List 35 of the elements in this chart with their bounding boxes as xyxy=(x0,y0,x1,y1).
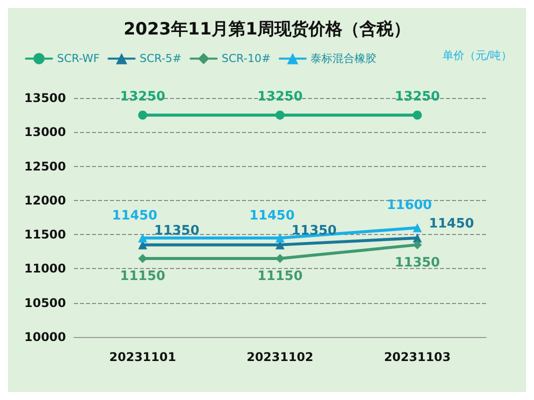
x-tick-label: 20231103 xyxy=(384,350,451,364)
data-label: 11350 xyxy=(394,255,440,270)
y-tick-label: 10000 xyxy=(24,330,66,344)
legend-label: SCR-10# xyxy=(222,52,271,66)
data-label: 11600 xyxy=(386,198,432,214)
data-label: 13250 xyxy=(257,90,303,105)
legend-label: 泰标混合橡胶 xyxy=(310,52,377,66)
point xyxy=(276,233,284,242)
y-tick-label: 12000 xyxy=(24,193,66,208)
point xyxy=(412,110,422,120)
y-axis-title: 单价（元/吨） xyxy=(442,49,512,62)
y-tick-label: 11000 xyxy=(24,262,66,276)
data-label: 13250 xyxy=(120,90,166,105)
point xyxy=(412,223,422,232)
y-tick-label: 10500 xyxy=(24,296,66,310)
y-tick-label: 12500 xyxy=(24,159,66,174)
x-tick-label: 20231102 xyxy=(246,350,314,364)
x-tick-label: 20231101 xyxy=(109,350,176,364)
legend-label: SCR-5# xyxy=(140,52,182,66)
data-label: 13250 xyxy=(394,90,440,105)
chart-title: 2023年11月第1周现货价格（含税） xyxy=(124,20,410,40)
legend-label: SCR-WF xyxy=(57,52,100,66)
point xyxy=(276,110,284,120)
data-label: 11150 xyxy=(257,268,303,284)
y-tick-label: 13000 xyxy=(24,125,66,140)
data-label: 11450 xyxy=(112,208,158,224)
y-tick-label: 13500 xyxy=(24,91,66,105)
data-label: 11450 xyxy=(428,216,474,232)
point xyxy=(138,110,148,120)
data-label: 11350 xyxy=(154,223,200,238)
y-tick-label: 11500 xyxy=(24,228,66,242)
point xyxy=(412,240,422,250)
point xyxy=(138,233,148,242)
data-label: 11150 xyxy=(120,268,166,284)
data-label: 11450 xyxy=(249,208,295,224)
